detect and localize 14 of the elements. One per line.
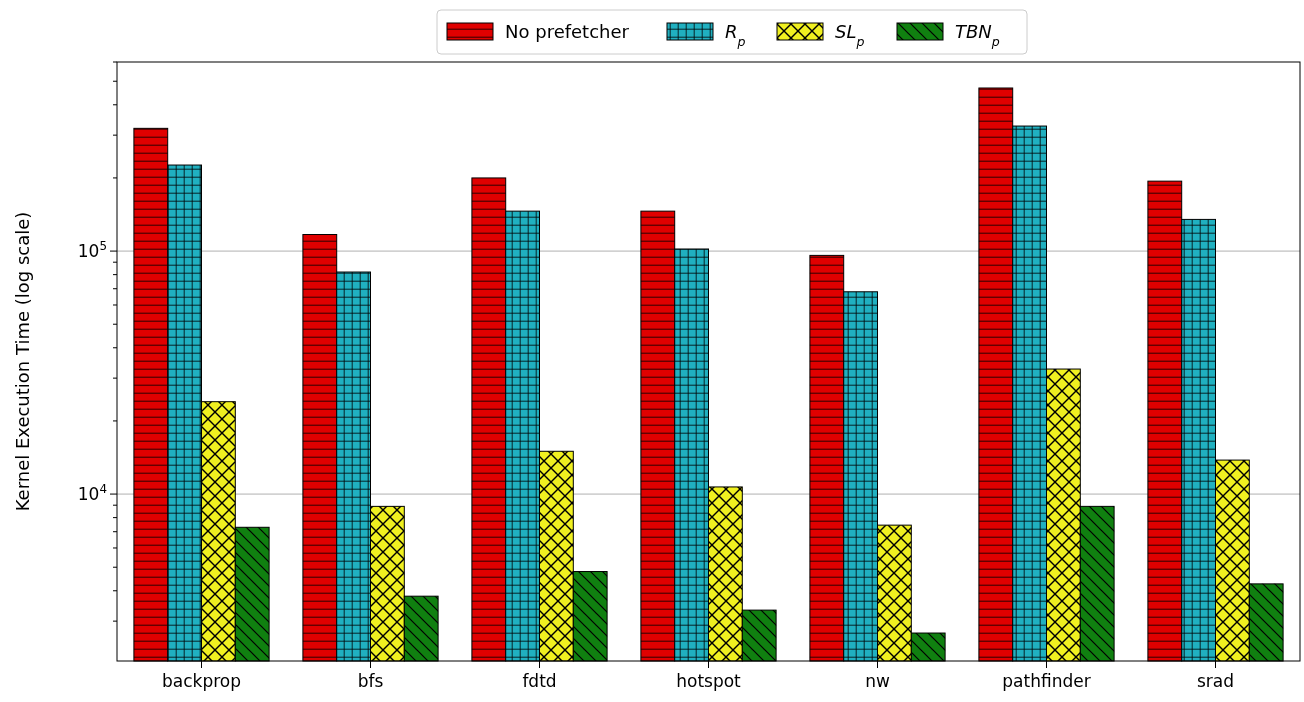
x-tick-label: nw: [865, 671, 890, 691]
x-tick-label: srad: [1196, 671, 1235, 691]
x-tick-label: pathfinder: [1002, 671, 1091, 691]
y-axis-title: Kernel Execution Time (log scale): [12, 211, 33, 512]
x-tick-label: hotspot: [676, 671, 742, 691]
x-tick-label: backprop: [162, 671, 241, 691]
x-tick-label: fdtd: [522, 671, 557, 691]
y-tick-label: 10$^{5}$: [77, 239, 107, 262]
legend-label: TBN$_{p}$: [955, 21, 1000, 49]
legend-label: SL$_{p}$: [835, 21, 865, 49]
legend-label: R$_{p}$: [725, 21, 746, 49]
legend-label: No prefetcher: [505, 21, 630, 43]
y-tick-label: 10$^{4}$: [77, 482, 107, 505]
x-tick-label: bfs: [357, 671, 384, 691]
